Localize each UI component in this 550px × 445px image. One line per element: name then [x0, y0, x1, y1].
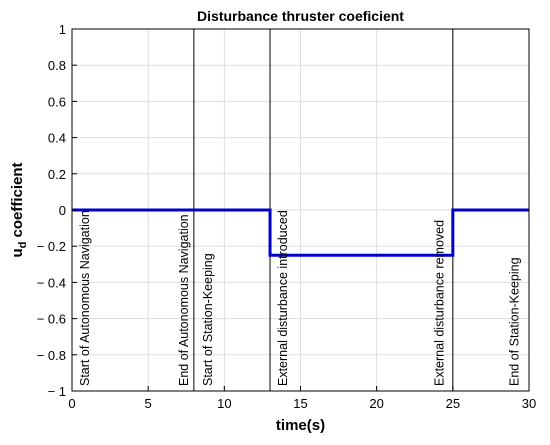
y-tick-label-2: 0.6 [48, 94, 66, 109]
annotations: Start of Autonomous Navigation End of Aut… [78, 210, 522, 386]
x-tick-label-6: 30 [522, 396, 536, 411]
annotation-3: External disturbance introduced [276, 210, 290, 386]
series-line-0 [72, 208, 529, 257]
y-tick-label-5: 0 [59, 203, 66, 218]
annotation-4: External disturbance removed [433, 220, 447, 386]
y-tick-label-0: 1 [59, 22, 66, 37]
y-tick-label-9: − 0.8 [37, 348, 66, 363]
x-tick-label-0: 0 [68, 396, 75, 411]
x-tick-label-4: 20 [369, 396, 383, 411]
y-axis-label: ud coefficient [9, 162, 29, 257]
y-axis-label-suffix: coefficient [9, 162, 26, 241]
annotation-0: Start of Autonomous Navigation [78, 210, 92, 386]
y-tick-label-3: 0.4 [48, 131, 66, 146]
x-axis-label: time(s) [276, 417, 325, 434]
y-axis-label-main: u [9, 248, 26, 257]
y-tick-label-8: − 0.6 [37, 312, 66, 327]
chart-title: Disturbance thruster coeficient [197, 8, 404, 24]
y-tick-label-7: − 0.4 [37, 275, 66, 290]
y-tick-label-1: 0.8 [48, 58, 66, 73]
annotation-5: End of Station-Keeping [507, 257, 521, 386]
annotation-1: End of Autonomous Navigation [177, 214, 191, 386]
x-tick-label-5: 25 [446, 396, 460, 411]
y-tick-label-6: − 0.2 [37, 239, 66, 254]
y-axis-label-subscript: d [17, 242, 29, 249]
y-tick-label-4: 0.2 [48, 167, 66, 182]
annotation-2: Start of Station-Keeping [201, 253, 215, 386]
x-tick-label-2: 10 [217, 396, 231, 411]
series-layer [72, 208, 529, 257]
y-tick-label-10: − 1 [48, 384, 66, 399]
x-tick-label-3: 15 [293, 396, 307, 411]
ticks: 0 5 10 15 20 25 30 1 0.8 0.6 0.4 0.2 0 − 0.2 − 0.4 − 0.… [37, 22, 537, 411]
x-tick-label-1: 5 [145, 396, 152, 411]
